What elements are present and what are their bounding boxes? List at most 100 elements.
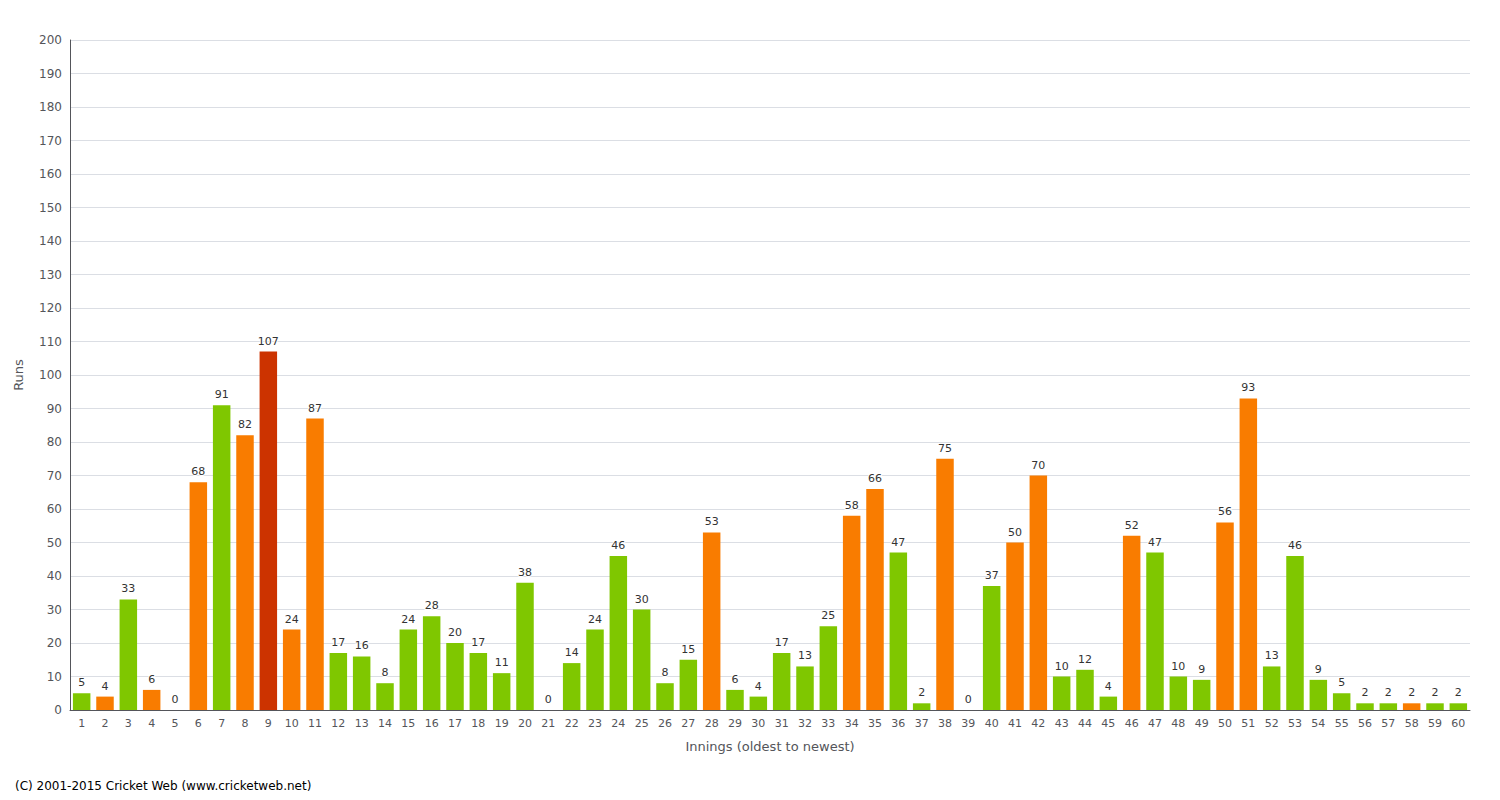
svg-text:50: 50 xyxy=(1218,717,1232,730)
svg-text:22: 22 xyxy=(565,717,579,730)
svg-text:20: 20 xyxy=(47,636,62,650)
svg-text:6: 6 xyxy=(732,673,739,686)
svg-text:20: 20 xyxy=(518,717,532,730)
svg-text:5: 5 xyxy=(1338,676,1345,689)
svg-text:200: 200 xyxy=(39,33,62,47)
svg-text:13: 13 xyxy=(1265,649,1279,662)
svg-text:44: 44 xyxy=(1078,717,1092,730)
svg-text:34: 34 xyxy=(845,717,859,730)
svg-text:12: 12 xyxy=(331,717,345,730)
svg-text:110: 110 xyxy=(39,335,62,349)
svg-text:50: 50 xyxy=(47,536,62,550)
svg-text:28: 28 xyxy=(425,599,439,612)
svg-text:8: 8 xyxy=(242,717,249,730)
svg-text:16: 16 xyxy=(355,639,369,652)
svg-text:17: 17 xyxy=(331,636,345,649)
svg-text:9: 9 xyxy=(265,717,272,730)
svg-text:43: 43 xyxy=(1055,717,1069,730)
svg-text:10: 10 xyxy=(1171,660,1185,673)
svg-text:14: 14 xyxy=(378,717,392,730)
svg-text:9: 9 xyxy=(1315,663,1322,676)
svg-text:2: 2 xyxy=(1408,686,1415,699)
svg-text:130: 130 xyxy=(39,268,62,282)
svg-text:37: 37 xyxy=(985,569,999,582)
svg-text:82: 82 xyxy=(238,418,252,431)
svg-text:90: 90 xyxy=(47,402,62,416)
svg-text:107: 107 xyxy=(258,335,279,348)
svg-text:47: 47 xyxy=(1148,717,1162,730)
svg-text:58: 58 xyxy=(1405,717,1419,730)
svg-text:0: 0 xyxy=(172,693,179,706)
svg-text:4: 4 xyxy=(755,680,762,693)
svg-text:10: 10 xyxy=(1055,660,1069,673)
svg-text:52: 52 xyxy=(1125,519,1139,532)
svg-text:120: 120 xyxy=(39,301,62,315)
svg-text:55: 55 xyxy=(1335,717,1349,730)
svg-text:30: 30 xyxy=(635,593,649,606)
svg-text:93: 93 xyxy=(1241,381,1255,394)
svg-text:3: 3 xyxy=(125,717,132,730)
svg-text:70: 70 xyxy=(1031,459,1045,472)
svg-text:140: 140 xyxy=(39,234,62,248)
svg-text:29: 29 xyxy=(728,717,742,730)
svg-text:5: 5 xyxy=(78,676,85,689)
svg-text:38: 38 xyxy=(518,566,532,579)
svg-text:87: 87 xyxy=(308,402,322,415)
svg-text:40: 40 xyxy=(985,717,999,730)
svg-text:2: 2 xyxy=(1362,686,1369,699)
svg-text:160: 160 xyxy=(39,167,62,181)
svg-text:13: 13 xyxy=(798,649,812,662)
svg-text:6: 6 xyxy=(195,717,202,730)
svg-text:2: 2 xyxy=(918,686,925,699)
svg-text:24: 24 xyxy=(588,613,602,626)
svg-text:30: 30 xyxy=(751,717,765,730)
svg-text:45: 45 xyxy=(1101,717,1115,730)
svg-text:15: 15 xyxy=(401,717,415,730)
svg-text:4: 4 xyxy=(1105,680,1112,693)
svg-text:24: 24 xyxy=(611,717,625,730)
svg-text:57: 57 xyxy=(1381,717,1395,730)
svg-text:32: 32 xyxy=(798,717,812,730)
svg-text:47: 47 xyxy=(1148,536,1162,549)
svg-text:0: 0 xyxy=(54,703,62,717)
svg-text:33: 33 xyxy=(121,582,135,595)
svg-text:70: 70 xyxy=(47,469,62,483)
svg-text:39: 39 xyxy=(961,717,975,730)
svg-text:150: 150 xyxy=(39,201,62,215)
svg-text:24: 24 xyxy=(285,613,299,626)
svg-text:35: 35 xyxy=(868,717,882,730)
svg-text:31: 31 xyxy=(775,717,789,730)
svg-text:49: 49 xyxy=(1195,717,1209,730)
svg-text:24: 24 xyxy=(401,613,415,626)
svg-text:33: 33 xyxy=(821,717,835,730)
svg-text:36: 36 xyxy=(891,717,905,730)
svg-text:5: 5 xyxy=(172,717,179,730)
svg-text:Runs: Runs xyxy=(11,359,26,391)
svg-text:37: 37 xyxy=(915,717,929,730)
svg-text:10: 10 xyxy=(47,670,62,684)
svg-text:60: 60 xyxy=(1451,717,1465,730)
svg-text:28: 28 xyxy=(705,717,719,730)
svg-text:1: 1 xyxy=(78,717,85,730)
svg-text:14: 14 xyxy=(565,646,579,659)
svg-text:91: 91 xyxy=(215,388,229,401)
svg-text:17: 17 xyxy=(471,636,485,649)
svg-text:26: 26 xyxy=(658,717,672,730)
svg-text:30: 30 xyxy=(47,603,62,617)
svg-text:52: 52 xyxy=(1265,717,1279,730)
svg-text:75: 75 xyxy=(938,442,952,455)
svg-text:10: 10 xyxy=(285,717,299,730)
svg-text:7: 7 xyxy=(218,717,225,730)
svg-text:46: 46 xyxy=(611,539,625,552)
svg-text:190: 190 xyxy=(39,67,62,81)
svg-text:2: 2 xyxy=(1385,686,1392,699)
svg-text:180: 180 xyxy=(39,100,62,114)
svg-text:(C) 2001-2015 Cricket Web (www: (C) 2001-2015 Cricket Web (www.cricketwe… xyxy=(15,779,311,793)
svg-text:0: 0 xyxy=(965,693,972,706)
svg-text:54: 54 xyxy=(1311,717,1325,730)
svg-text:15: 15 xyxy=(681,643,695,656)
svg-text:66: 66 xyxy=(868,472,882,485)
svg-text:17: 17 xyxy=(448,717,462,730)
svg-text:11: 11 xyxy=(495,656,509,669)
svg-text:60: 60 xyxy=(47,502,62,516)
